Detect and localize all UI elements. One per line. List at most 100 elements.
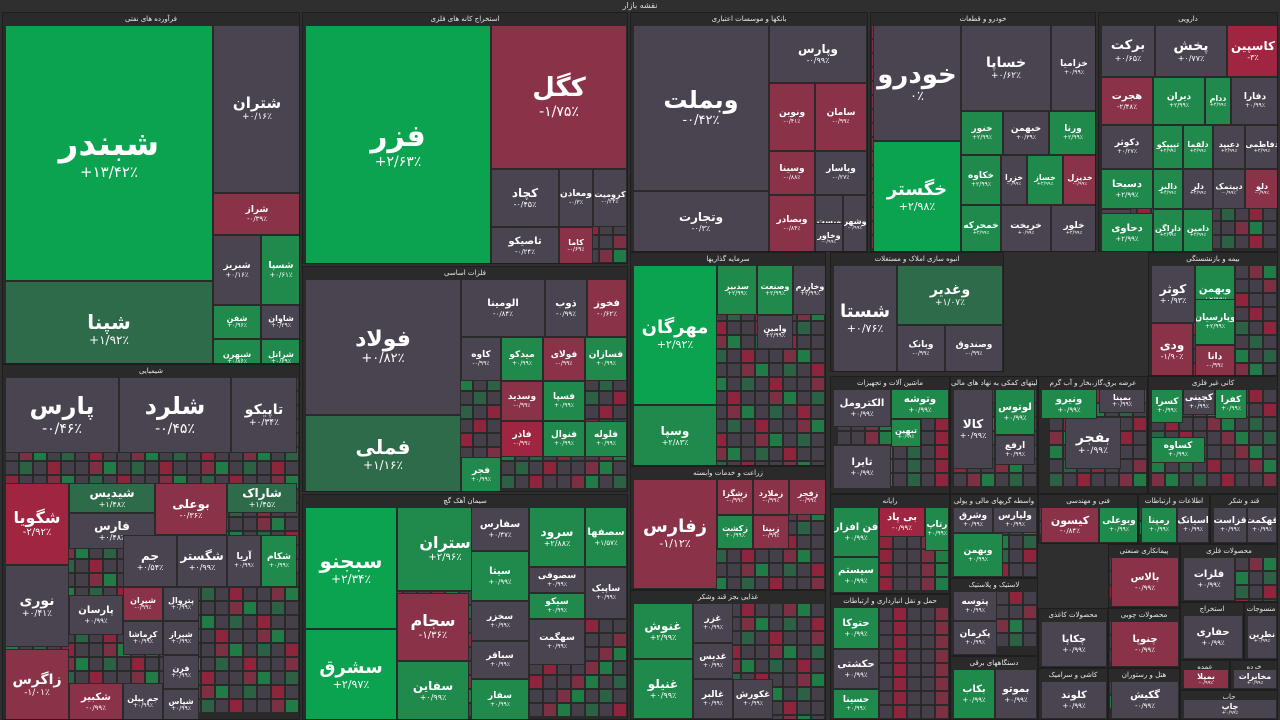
stock-tile[interactable]: دالبر +۲/۹۹٪ [1153, 169, 1183, 209]
stock-tile[interactable]: شپنا +۱/۹۲٪ [5, 281, 213, 363]
stock-tile[interactable]: فنوال +۰/۹۹٪ [543, 421, 585, 457]
stock-tile[interactable]: وصندوق -۰/۹۹٪ [945, 325, 1003, 371]
stock-tile[interactable]: وخاور -۰/۹۹٪ [815, 223, 843, 251]
sector-label[interactable]: فنی و مهندسی [1066, 497, 1110, 505]
stock-tile[interactable]: حسینا +۰/۹۹٪ [833, 689, 879, 719]
stock-tile[interactable]: زبینا -۰/۹۹٪ [753, 515, 789, 549]
stock-tile[interactable]: فسازان +۰/۹۹٪ [585, 337, 627, 381]
stock-tile[interactable]: شتران +۰/۱۶٪ [213, 25, 299, 193]
stock-tile[interactable]: ورنا +۲/۹۹٪ [1049, 111, 1095, 155]
stock-tile[interactable]: گکیش -۰/۹۹٪ [1111, 681, 1179, 719]
stock-tile[interactable]: بمپنا +۰/۹۹٪ [1099, 389, 1145, 413]
stock-tile[interactable]: شبندر +۱۳/۴۲٪ [5, 25, 213, 281]
stock-tile[interactable]: خزرا -۰/۹۹٪ [1001, 155, 1027, 205]
stock-tile[interactable]: شیران -۰/۹۹٪ [123, 587, 163, 621]
stock-tile[interactable]: شیراز +۰/۹۹٪ [163, 621, 199, 655]
stock-tile[interactable]: سامان -۰/۹۹٪ [815, 83, 867, 151]
stock-tile[interactable]: وصنعت +۲/۹۹٪ [757, 265, 793, 315]
stock-tile[interactable]: غنیلو +۰/۹۹٪ [633, 659, 693, 719]
stock-tile[interactable]: سیستم +۰/۹۹٪ [833, 557, 879, 593]
stock-tile[interactable]: وتوشه +۰/۹۹٪ [891, 389, 949, 419]
stock-tile[interactable]: بکاب +۰/۹۹٪ [953, 669, 995, 719]
stock-tile[interactable]: ودی -۱/۹۰٪ [1151, 323, 1193, 375]
stock-tile[interactable]: کاسپین -۳٪ [1227, 25, 1277, 77]
sector-label[interactable]: رایانه [882, 497, 898, 505]
stock-tile[interactable]: دامین +۲/۹۹٪ [1183, 209, 1213, 251]
stock-tile[interactable]: ولپارس +۰/۹۹٪ [993, 507, 1037, 533]
stock-tile[interactable]: ددام +۲/۹۹٪ [1205, 77, 1231, 125]
sector-label[interactable]: محصولات کاغذی [1048, 611, 1098, 619]
stock-tile[interactable]: شاراک +۱/۴۵٪ [227, 483, 297, 513]
stock-tile[interactable]: کچینی +۰/۹۹٪ [1183, 389, 1215, 415]
stock-tile[interactable]: اسیاتک +۰/۹۹٪ [1177, 507, 1209, 543]
stock-tile[interactable]: چنوپا -۰/۹۹٪ [1111, 621, 1179, 667]
stock-tile[interactable]: سخزر +۰/۹۹٪ [471, 601, 529, 641]
stock-tile[interactable]: وپارسیان +۲/۹۹٪ [1195, 299, 1235, 345]
sector-label[interactable]: استخراج کانه های فلزی [430, 15, 500, 23]
stock-tile[interactable]: فزر +۲/۶۳٪ [305, 25, 491, 263]
sector-label[interactable]: خودرو و قطعات [959, 15, 1007, 23]
stock-tile[interactable]: شکبیر -۰/۹۹٪ [69, 683, 123, 719]
stock-tile[interactable]: کساوه +۰/۹۹٪ [1151, 437, 1205, 463]
stock-tile[interactable]: خساز +۲/۹۹٪ [1027, 155, 1063, 205]
stock-tile[interactable]: شاوان +۰/۲۹٪ [261, 305, 299, 339]
stock-tile[interactable]: زفارس -۱/۱۲٪ [633, 479, 717, 589]
sector-label[interactable]: واسطه گریهای مالی و پولی [953, 497, 1035, 505]
stock-tile[interactable]: برکت +۰/۶۵٪ [1101, 25, 1155, 77]
stock-tile[interactable]: سصفها +۱/۵۷٪ [585, 507, 627, 567]
stock-tile[interactable]: خبهمن +۰/۳۹٪ [1003, 111, 1049, 155]
sector-label[interactable]: خرده [1246, 663, 1262, 671]
stock-tile[interactable]: خکاوه +۲/۹۹٪ [961, 155, 1001, 205]
stock-tile[interactable]: وتجارت -۰/۳٪ [633, 191, 769, 251]
stock-tile[interactable]: بفجر +۰/۹۹٪ [1065, 417, 1121, 469]
stock-tile[interactable]: حتوکا +۰/۹۹٪ [833, 607, 879, 649]
stock-tile[interactable]: سبجنو +۲/۳۴٪ [305, 507, 397, 629]
stock-tile[interactable]: غدیس +۰/۹۹٪ [693, 643, 733, 679]
stock-tile[interactable]: لوتوس +۰/۹۹٪ [995, 389, 1035, 435]
stock-tile[interactable]: شکام +۰/۹۹٪ [261, 535, 297, 587]
stock-tile[interactable]: وبملت -۰/۴۲٪ [633, 25, 769, 191]
stock-tile[interactable]: وسینا -۰/۸۸٪ [769, 151, 815, 195]
stock-tile[interactable]: کگل -۱/۷۵٪ [491, 25, 627, 169]
stock-tile[interactable]: فملی +۱/۱۶٪ [305, 415, 461, 491]
stock-tile[interactable]: سیکو +۰/۹۹٪ [529, 593, 585, 619]
stock-tile[interactable]: کیسون -۰/۸۴٪ [1041, 507, 1099, 543]
stock-tile[interactable]: فاذر -۰/۹۹٪ [501, 421, 543, 457]
stock-tile[interactable]: خودرو ۰٪ [873, 25, 961, 141]
stock-tile[interactable]: دپیتمک -۰/۹۹٪ [1213, 169, 1245, 209]
stock-tile[interactable]: خگستر +۲/۹۸٪ [873, 141, 961, 251]
stock-tile[interactable]: شراز -۰/۳۹٪ [213, 193, 299, 235]
stock-tile[interactable]: الومینا -۰/۸۴٪ [461, 279, 545, 337]
stock-tile[interactable]: زکشت +۰/۹۹٪ [717, 515, 753, 549]
stock-tile[interactable]: پارسان +۰/۹۹٪ [69, 595, 123, 635]
stock-tile[interactable]: دحاوی +۲/۹۹٪ [1101, 213, 1153, 251]
stock-tile[interactable]: پارس -۰/۴۶٪ [5, 377, 119, 453]
stock-tile[interactable]: ونوین -۰/۴۱٪ [769, 83, 815, 151]
stock-tile[interactable]: کسرا +۰/۹۹٪ [1151, 389, 1183, 423]
stock-tile[interactable]: زشگزا -۰/۹۹٪ [717, 479, 753, 515]
stock-tile[interactable]: پتوسه +۰/۹۹٪ [953, 591, 997, 621]
stock-tile[interactable]: وخارزم +۲/۹۹٪ [793, 265, 825, 315]
stock-tile[interactable]: فلزات +۰/۹۹٪ [1183, 557, 1235, 601]
stock-tile[interactable]: نوری +۰/۴۱٪ [5, 565, 69, 647]
stock-tile[interactable]: سفار +۰/۹۹٪ [471, 679, 529, 719]
stock-tile[interactable]: میدکو +۰/۹۹٪ [501, 337, 543, 381]
stock-tile[interactable]: وسدید -۰/۹۹٪ [501, 381, 543, 421]
stock-tile[interactable]: حفاری +۰/۹۹٪ [1183, 615, 1243, 659]
stock-tile[interactable]: زملارد -۰/۹۹٪ [753, 479, 789, 515]
stock-tile[interactable]: غکورش +۰/۹۹٪ [733, 679, 773, 719]
stock-tile[interactable]: فجر +۰/۹۹٪ [461, 457, 501, 491]
stock-tile[interactable]: فسپا +۰/۹۹٪ [543, 381, 585, 421]
stock-tile[interactable]: خزامیا +۰/۹۹٪ [1051, 25, 1095, 111]
stock-tile[interactable]: سیتا +۰/۹۹٪ [471, 551, 529, 601]
stock-tile[interactable]: بوعلی -۰/۳۶٪ [155, 483, 227, 535]
stock-tile[interactable]: چاپ +۰/۹۹٪ [1183, 699, 1277, 719]
stock-tile[interactable]: آریا +۰/۹۹٪ [227, 535, 261, 587]
stock-tile[interactable]: سرود +۲/۸۸٪ [529, 507, 585, 567]
stock-tile[interactable]: وشهر -۰/۹۹٪ [843, 195, 867, 251]
stock-tile[interactable]: ارفع +۰/۹۹٪ [995, 435, 1035, 465]
sector-label[interactable]: فرآورده های نفتی [125, 15, 177, 23]
stock-tile[interactable]: دفارا +۰/۹۹٪ [1231, 77, 1277, 125]
stock-tile[interactable]: رمپنا +۰/۹۹٪ [1141, 507, 1177, 543]
stock-tile[interactable]: رتاپ +۰/۹۹٪ [925, 507, 949, 551]
